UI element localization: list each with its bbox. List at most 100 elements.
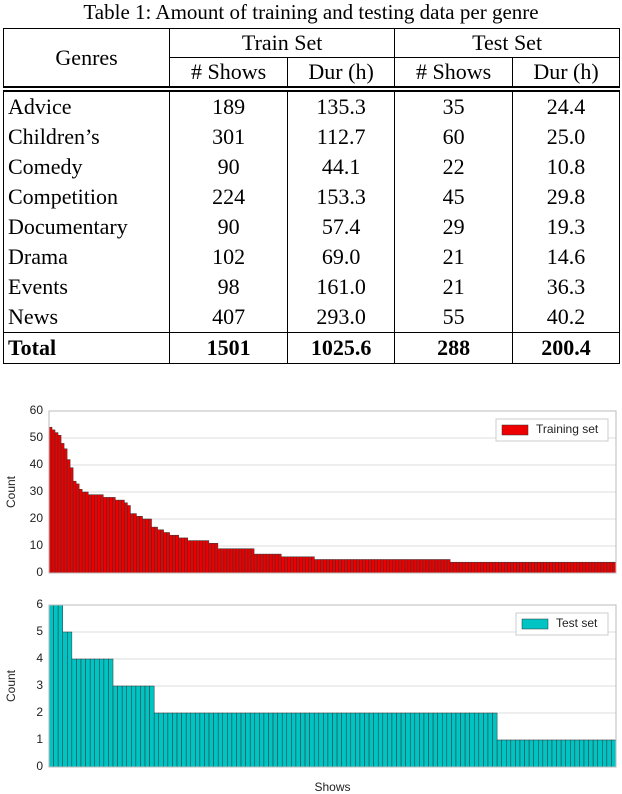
bar <box>172 534 176 574</box>
bar <box>62 631 68 768</box>
bar <box>440 559 445 574</box>
y-tick-label: 0 <box>36 759 43 773</box>
y-tick-label: 20 <box>30 511 44 525</box>
bar <box>185 712 191 768</box>
bar <box>75 483 80 574</box>
bar <box>256 553 261 574</box>
bar <box>609 561 614 574</box>
bar <box>350 712 356 768</box>
bar <box>100 494 104 574</box>
bar <box>139 516 143 574</box>
bar <box>441 712 448 768</box>
bar <box>350 559 354 574</box>
bar <box>202 540 207 574</box>
bar <box>181 537 185 574</box>
table-cell: 44.1 <box>287 152 396 182</box>
bar <box>323 712 329 768</box>
bar <box>309 712 315 768</box>
bar <box>410 559 415 574</box>
bar <box>469 712 475 768</box>
bar <box>195 712 201 768</box>
bar <box>76 658 82 768</box>
y-axis-label: Count <box>4 475 18 508</box>
bar <box>94 658 100 768</box>
x-axis-label: Shows <box>314 780 350 794</box>
bar <box>167 712 173 768</box>
bar <box>460 712 466 768</box>
bar <box>178 537 182 574</box>
bar <box>391 712 397 768</box>
bar <box>158 712 164 768</box>
bar <box>80 658 86 768</box>
bar <box>121 499 125 574</box>
bar <box>579 561 584 574</box>
bar <box>245 712 251 768</box>
bar <box>565 739 571 768</box>
bar <box>413 559 418 574</box>
bar <box>72 480 77 574</box>
bar <box>498 561 502 574</box>
bar <box>543 561 547 574</box>
y-tick-label: 50 <box>30 430 44 444</box>
bar <box>131 685 137 768</box>
table-cell: 25.0 <box>512 122 620 152</box>
bar <box>299 556 303 574</box>
bar <box>401 559 406 574</box>
bar <box>576 561 581 574</box>
bar <box>588 561 593 574</box>
bar <box>259 553 264 574</box>
bar <box>525 561 529 574</box>
bar <box>524 739 530 768</box>
bar <box>302 556 306 574</box>
bar <box>437 712 443 768</box>
table-cell: 98 <box>169 272 289 302</box>
y-tick-label: 0 <box>36 565 43 579</box>
bar <box>519 561 523 574</box>
bar <box>90 494 95 574</box>
bar <box>109 497 113 574</box>
bar <box>431 559 436 574</box>
bar <box>296 556 300 574</box>
bar <box>540 561 544 574</box>
bar <box>455 561 460 574</box>
bar <box>235 548 240 574</box>
bar <box>263 712 269 768</box>
bar <box>501 561 505 574</box>
bar <box>332 712 338 768</box>
bar <box>383 559 388 574</box>
bar <box>519 739 525 768</box>
bar <box>552 561 556 574</box>
bar <box>597 561 602 574</box>
y-tick-label: 40 <box>30 457 44 471</box>
legend-box <box>495 418 609 442</box>
bar <box>356 559 360 574</box>
bar <box>537 561 541 574</box>
bar <box>603 561 608 574</box>
bar <box>396 712 402 768</box>
bar <box>304 712 310 768</box>
bar <box>229 548 234 574</box>
bar <box>250 548 255 574</box>
bar <box>213 712 219 768</box>
bar <box>570 739 576 768</box>
bar <box>570 561 575 574</box>
bar <box>223 548 228 574</box>
bar <box>546 561 550 574</box>
table-row: Drama 102 69.0 21 14.6 <box>2 242 620 272</box>
bar <box>290 556 294 574</box>
legend-label: Test set <box>556 616 598 630</box>
table-cell: 224 <box>169 182 289 212</box>
bar <box>501 739 507 768</box>
bar <box>313 712 320 768</box>
bar <box>226 548 231 574</box>
table-cell: 45 <box>394 182 514 212</box>
bar <box>121 685 127 768</box>
table-cell: 19.3 <box>512 212 620 242</box>
bar <box>329 559 333 574</box>
bar <box>487 712 493 768</box>
bar <box>231 712 237 768</box>
table-cell: 69.0 <box>287 242 396 272</box>
plot-frame <box>48 410 617 574</box>
bar <box>515 739 521 768</box>
